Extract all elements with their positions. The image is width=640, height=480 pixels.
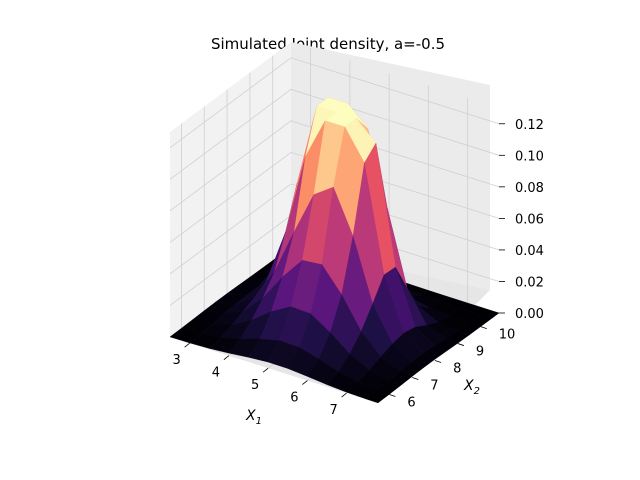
z-tick-label: 0.04 [515, 244, 544, 259]
z-tick-label: 0.00 [515, 307, 544, 322]
grid-line-z [169, 183, 500, 275]
grid-line-z [169, 88, 500, 180]
chart-title: Simulated Joint density, a=-0.5 [211, 35, 445, 53]
x-tick-label: 7 [329, 403, 337, 418]
x-tick [184, 342, 190, 348]
x-tick-label: 3 [172, 353, 180, 368]
grid-line-z [169, 151, 500, 243]
z-tick-label: 0.02 [515, 275, 544, 290]
x-axis-label: X1 [245, 408, 262, 427]
y-tick [480, 326, 487, 329]
grid-line-z [169, 57, 500, 149]
x-tick-label: 6 [290, 391, 298, 406]
y-tick-label: 6 [407, 396, 415, 411]
x-tick [341, 392, 347, 398]
axis-labels: X1 X2 [245, 378, 480, 427]
z-tick-label: 0.12 [515, 118, 544, 133]
y-tick-label: 9 [476, 345, 484, 360]
x-tick-label: 4 [212, 366, 220, 381]
y-tick [389, 394, 396, 397]
y-tick-label: 7 [430, 379, 438, 394]
y-tick-label: 8 [453, 362, 461, 377]
x-tick [223, 355, 230, 360]
z-tick-label: 0.10 [515, 149, 544, 164]
y-tick-label: 10 [499, 328, 516, 343]
x-tick [302, 380, 308, 385]
surface-facet [365, 389, 390, 404]
pane-left [170, 42, 291, 337]
y-tick [412, 377, 419, 380]
y-tick [457, 343, 465, 346]
x-tick [262, 367, 269, 373]
grid-line-z [169, 120, 500, 212]
z-tick-label: 0.06 [515, 212, 544, 227]
y-axis-label: X2 [463, 378, 480, 397]
x-tick-label: 5 [251, 378, 259, 393]
y-tick [434, 360, 442, 363]
z-tick-label: 0.08 [515, 181, 544, 196]
surface-plot [169, 96, 500, 404]
